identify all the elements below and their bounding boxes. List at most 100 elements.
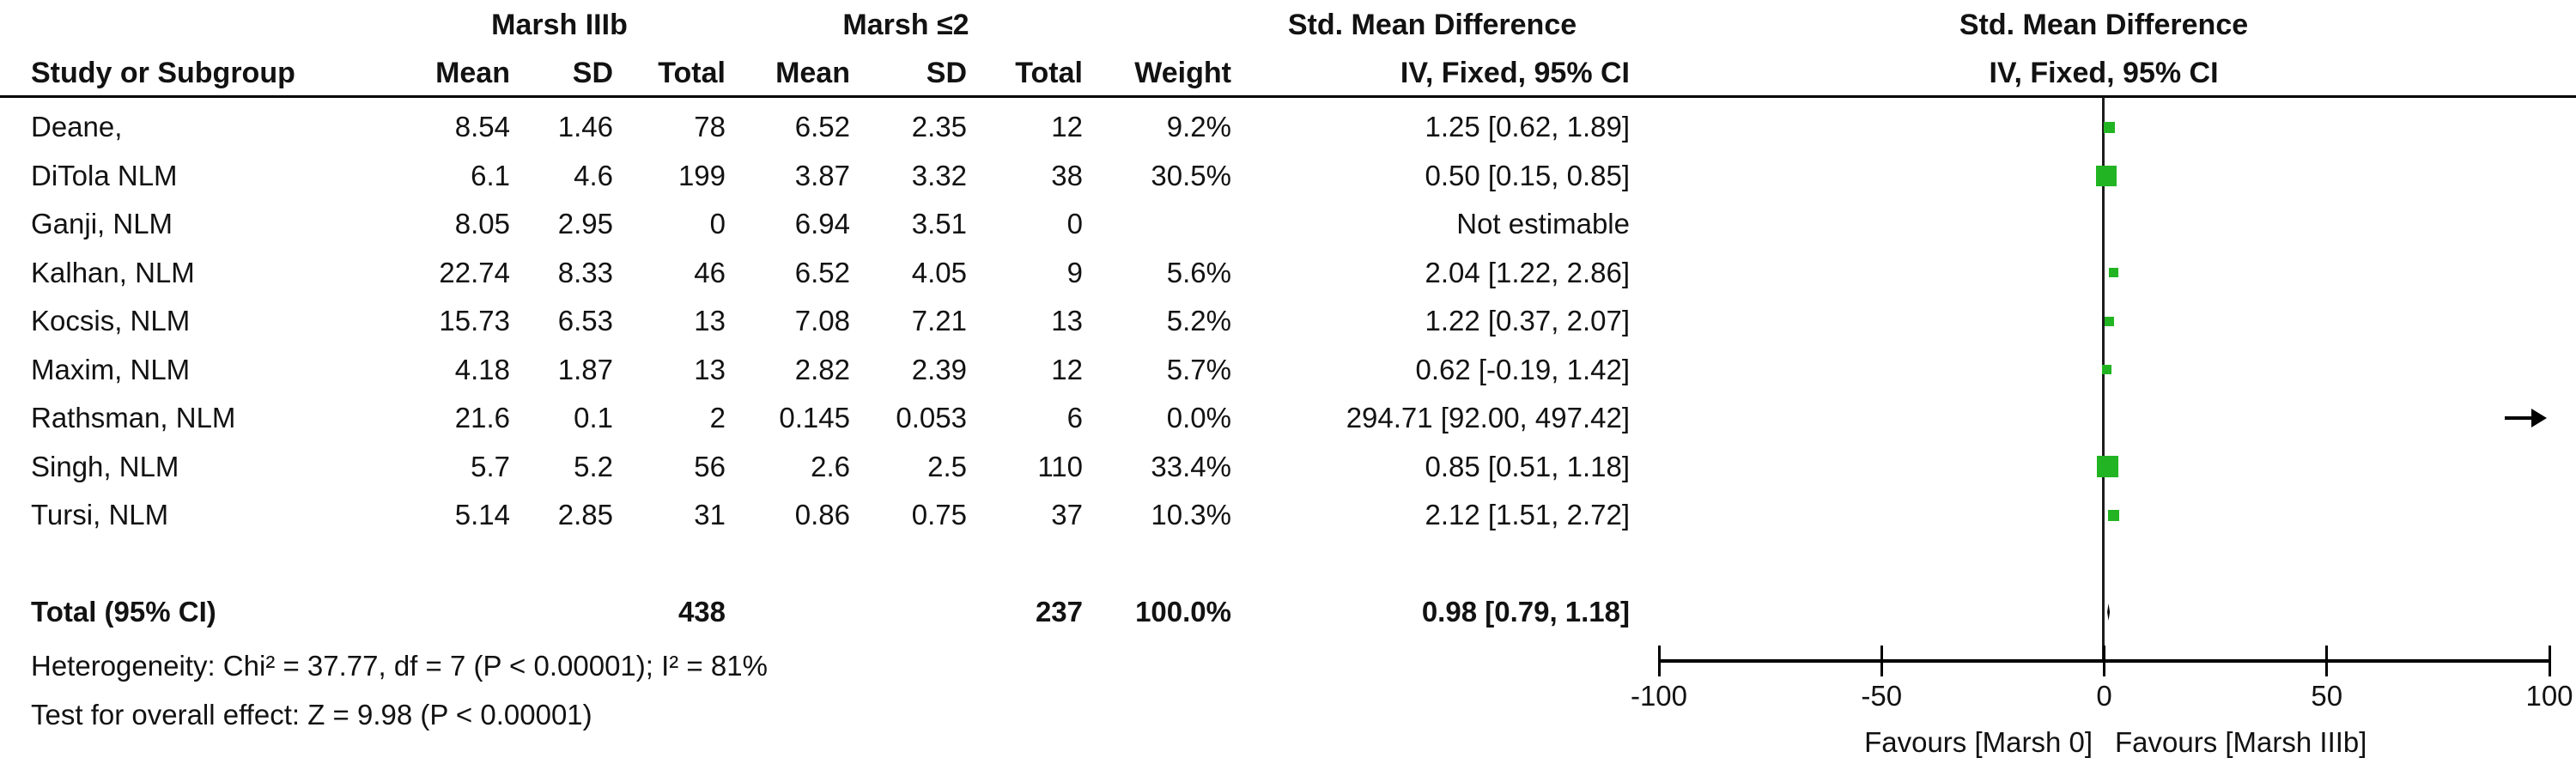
mean-treat-cell: 5.7 [471,450,510,482]
sd-treat-cell: 6.53 [557,305,613,336]
effect-square [2097,456,2119,477]
group2-header: Marsh ≤2 [842,9,969,41]
study-row: Ganji, NLM 8.05 2.95 0 6.94 3.51 0 Not estimabl… [0,200,1631,249]
sd-ctrl-cell: 2.5 [927,450,967,482]
overall-effect-text: Test for overall effect: Z = 9.98 (P < 0… [31,699,592,731]
sd-treat-cell: 8.33 [557,256,613,288]
study-name-cell: Kalhan, NLM [31,256,195,288]
summary-diamond [2107,603,2111,621]
mean-treat-cell: 4.18 [454,353,510,385]
sd-treat-cell: 2.95 [557,208,613,239]
study-name-cell: Rathsman, NLM [31,402,236,433]
total-row: Total (95% CI) 438 237 100.0% 0.98 [0.79… [0,588,1631,636]
smd-header: Std. Mean Difference [1287,9,1577,41]
col-weight-header: Weight [1134,56,1231,89]
effect-square [2096,165,2117,186]
mean-treat-cell: 15.73 [439,305,510,336]
mean-ctrl-cell: 6.94 [794,208,850,239]
effect-square [2105,316,2115,326]
mean-treat-cell: 5.14 [454,499,510,530]
study-name-cell: Kocsis, NLM [31,305,191,336]
mean-ctrl-cell: 6.52 [794,111,850,142]
heterogeneity-text: Heterogeneity: Chi² = 37.77, df = 7 (P <… [31,650,768,682]
mean-ctrl-cell: 0.86 [794,499,850,530]
study-rows: Deane, 8.54 1.46 78 6.52 2.35 12 9.2% 1.25 [0.62… [0,103,1631,540]
sd-ctrl-cell: 2.39 [911,353,967,385]
total-treat-cell: 2 [709,402,726,433]
total-treat-cell: 0 [709,208,726,239]
ci-text-cell: Not estimable [1456,208,1630,239]
sd-ctrl-cell: 0.75 [911,499,967,530]
mean-ctrl-cell: 0.145 [779,402,850,433]
study-row: DiTola NLM 6.1 4.6 199 3.87 3.32 38 30.5% 0.50 [… [0,151,1631,200]
total-treat-cell: 46 [694,256,726,288]
total-ci-cell: 0.98 [0.79, 1.18] [1421,596,1630,627]
sd-treat-cell: 4.6 [574,159,613,191]
total-ctrl-cell: 110 [1037,450,1083,482]
axis-tick [1880,646,1883,676]
total-ctrl-cell: 12 [1051,111,1083,142]
total-total1-cell: 438 [677,596,726,627]
mean-treat-cell: 8.05 [454,208,510,239]
column-header-row: Study or Subgroup Mean SD Total Mean SD … [0,53,1631,93]
col-sd1-header: SD [572,56,613,89]
ci-text-cell: 0.85 [0.51, 1.18] [1425,450,1630,482]
mean-treat-cell: 22.74 [439,256,510,288]
mean-treat-cell: 8.54 [454,111,510,142]
total-treat-cell: 78 [694,111,726,142]
study-name-cell: DiTola NLM [31,159,178,191]
mean-ctrl-cell: 6.52 [794,256,850,288]
weight-cell: 0.0% [1166,402,1231,433]
col-ci-header: IV, Fixed, 95% CI [1400,56,1630,89]
study-row: Maxim, NLM 4.18 1.87 13 2.82 2.39 12 5.7% 0.62 [… [0,345,1631,394]
axis-tick-label: 0 [2096,680,2112,712]
header-divider-line [0,95,2576,98]
total-treat-cell: 13 [694,305,726,336]
study-row: Deane, 8.54 1.46 78 6.52 2.35 12 9.2% 1.25 [0.62… [0,103,1631,152]
ci-text-cell: 1.22 [0.37, 2.07] [1425,305,1630,336]
total-treat-cell: 31 [694,499,726,530]
study-row: Singh, NLM 5.7 5.2 56 2.6 2.5 110 33.4% 0.85 [0.… [0,442,1631,491]
mean-ctrl-cell: 2.82 [794,353,850,385]
ci-text-cell: 294.71 [92.00, 497.42] [1346,402,1630,433]
sd-ctrl-cell: 3.32 [911,159,967,191]
total-ctrl-cell: 13 [1051,305,1083,336]
mean-ctrl-cell: 3.87 [794,159,850,191]
col-total1-header: Total [658,56,726,89]
favours-left-label: Favours [Marsh 0] [1864,726,2093,758]
sd-ctrl-cell: 0.053 [896,402,967,433]
ci-text-cell: 1.25 [0.62, 1.89] [1425,111,1630,142]
sd-treat-cell: 1.46 [557,111,613,142]
study-row: Kalhan, NLM 22.74 8.33 46 6.52 4.05 9 5.6% 2.04 … [0,248,1631,297]
study-name-cell: Maxim, NLM [31,353,191,385]
total-treat-cell: 56 [694,450,726,482]
ci-text-cell: 2.04 [1.22, 2.86] [1425,256,1630,288]
axis-tick [2325,646,2329,676]
col-sd2-header: SD [926,56,967,89]
total-total2-cell: 237 [1035,596,1083,627]
mean-ctrl-cell: 7.08 [794,305,850,336]
col-mean2-header: Mean [775,56,850,89]
sd-ctrl-cell: 2.35 [911,111,967,142]
total-ctrl-cell: 12 [1051,353,1083,385]
axis-tick-label: 100 [2525,680,2573,712]
col-total2-header: Total [1015,56,1083,89]
sd-ctrl-cell: 4.05 [911,256,967,288]
study-name-cell: Deane, [31,111,123,142]
col-study-header: Study or Subgroup [31,56,295,89]
favours-right-label: Favours [Marsh IIIb] [2115,726,2367,758]
axis-tick [1657,646,1661,676]
ci-text-cell: 0.62 [-0.19, 1.42] [1415,353,1630,385]
effect-square [2102,365,2112,374]
col-mean1-header: Mean [435,56,510,89]
study-row: Kocsis, NLM 15.73 6.53 13 7.08 7.21 13 5.2% 1.22… [0,297,1631,346]
offscale-arrow-head [2531,409,2547,427]
zero-reference-line [2101,97,2105,661]
mean-ctrl-cell: 2.6 [811,450,850,482]
sd-treat-cell: 1.87 [557,353,613,385]
weight-cell: 9.2% [1166,111,1231,142]
weight-cell: 5.6% [1166,256,1231,288]
axis-tick [2548,646,2551,676]
total-weight-cell: 100.0% [1135,596,1231,627]
axis-tick [2103,646,2105,676]
